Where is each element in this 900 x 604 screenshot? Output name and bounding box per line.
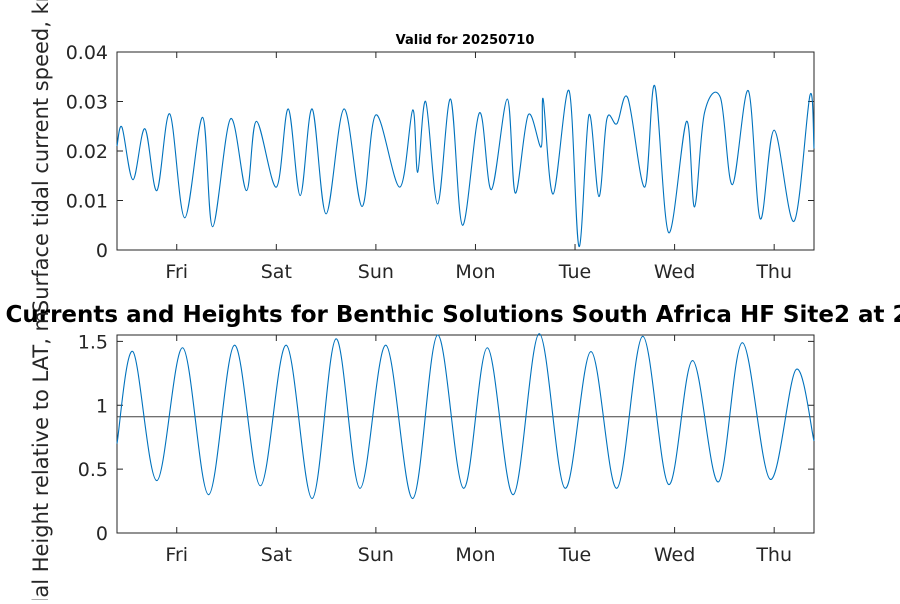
x-tick-label-bottom: Sat bbox=[261, 544, 292, 566]
x-tick-label-bottom: Wed bbox=[654, 544, 695, 566]
y-axis-label-bottom: Tidal Height relative to LAT, m bbox=[29, 311, 53, 600]
x-tick-label-top: Wed bbox=[654, 261, 695, 283]
y-tick-label-top: 0 bbox=[96, 240, 108, 262]
y-tick-label-top: 0.04 bbox=[66, 42, 108, 64]
axes-top-ticks: Fri Sat Sun Mon Tue Wed Thu 0 0.01 0.02 0.03 0.04 bbox=[66, 42, 814, 283]
series-line-current-speed bbox=[116, 85, 815, 248]
x-tick-label-top: Sat bbox=[261, 261, 292, 283]
axes-bottom-ticks: Fri Sat Sun Mon Tue Wed Thu 0 0.5 1 1.5 bbox=[78, 331, 814, 566]
x-tick-label-top: Mon bbox=[455, 261, 495, 283]
y-axis-label-top: Surface tidal current speed, kn bbox=[29, 0, 53, 313]
chart-title-top: Valid for 20250710 bbox=[396, 33, 535, 48]
x-tick-label-top: Thu bbox=[755, 261, 792, 283]
chart-title-main: Currents and Heights for Benthic Solutio… bbox=[5, 302, 900, 328]
x-tick-label-bottom: Tue bbox=[558, 544, 591, 566]
axes-bottom bbox=[116, 334, 815, 534]
y-tick-label-bottom: 0 bbox=[96, 523, 108, 545]
axes-top-group: Fri Sat Sun Mon Tue Wed Thu 0 0.01 0.02 0.03 0.04 V… bbox=[29, 0, 815, 313]
y-tick-label-top: 0.02 bbox=[66, 141, 108, 163]
axes-top bbox=[116, 51, 815, 251]
x-tick-label-top: Tue bbox=[558, 261, 591, 283]
x-tick-label-top: Fri bbox=[165, 261, 188, 283]
y-tick-label-bottom: 1 bbox=[96, 395, 108, 417]
x-tick-label-bottom: Sun bbox=[358, 544, 394, 566]
x-tick-label-bottom: Fri bbox=[165, 544, 188, 566]
series-line-tidal-height bbox=[116, 333, 815, 500]
y-tick-label-top: 0.03 bbox=[66, 92, 108, 114]
y-tick-label-bottom: 0.5 bbox=[78, 459, 108, 481]
y-tick-label-top: 0.01 bbox=[66, 191, 108, 213]
y-tick-label-bottom: 1.5 bbox=[78, 331, 108, 353]
x-tick-label-top: Sun bbox=[358, 261, 394, 283]
x-tick-label-bottom: Thu bbox=[755, 544, 792, 566]
x-tick-label-bottom: Mon bbox=[455, 544, 495, 566]
axes-bottom-group: Fri Sat Sun Mon Tue Wed Thu 0 0.5 1 1.5 Currents a… bbox=[5, 302, 900, 604]
